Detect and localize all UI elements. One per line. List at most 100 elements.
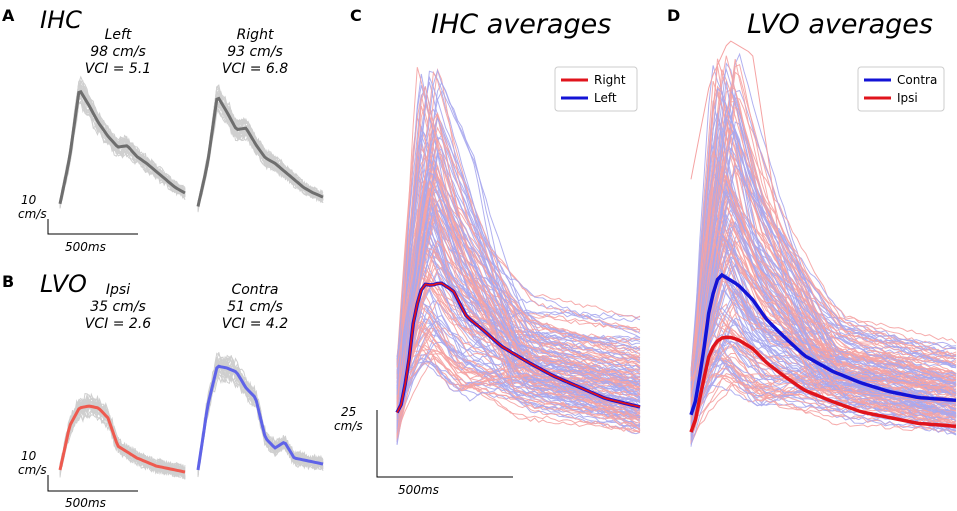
panel-b-label: B bbox=[2, 272, 14, 291]
individual-average-trace bbox=[396, 70, 641, 398]
panel-a-left-speed: 98 cm/s bbox=[90, 44, 146, 60]
individual-average-trace bbox=[396, 360, 641, 410]
panel-c-legend-left-label: Left bbox=[594, 91, 617, 105]
panel-a-right-vci: VCI = 6.8 bbox=[222, 61, 288, 77]
individual-average-trace bbox=[396, 173, 641, 439]
panel-c-scale-y-value: 25 bbox=[341, 405, 356, 419]
panel-b-scale-y-unit: cm/s bbox=[18, 463, 47, 477]
panel-d-individual-traces bbox=[690, 52, 957, 447]
panel-a-right-mean-line bbox=[196, 96, 324, 207]
individual-average-trace bbox=[690, 125, 957, 400]
individual-average-trace bbox=[396, 350, 641, 398]
individual-beat-trace bbox=[59, 97, 186, 205]
panel-b-right-name: Contra bbox=[231, 282, 278, 298]
individual-average-trace bbox=[690, 107, 957, 404]
panel-a-right-speed: 93 cm/s bbox=[227, 44, 283, 60]
individual-average-trace bbox=[396, 177, 641, 444]
panel-b-left-name: Ipsi bbox=[106, 282, 130, 298]
panel-d-legend-box bbox=[857, 66, 945, 112]
individual-average-trace bbox=[690, 165, 957, 417]
panel-c-legend-box bbox=[554, 66, 638, 112]
individual-average-trace bbox=[396, 272, 641, 409]
individual-average-trace bbox=[690, 324, 957, 423]
panel-d: D LVO averages Contra Ipsi bbox=[667, 6, 957, 447]
individual-average-trace bbox=[396, 324, 641, 422]
panel-a-left-vci: VCI = 5.1 bbox=[85, 61, 151, 77]
individual-average-trace bbox=[396, 357, 641, 393]
panel-a: A IHC Left 98 cm/s VCI = 5.1 Right 93 cm… bbox=[2, 6, 324, 254]
panel-a-scale-bar bbox=[47, 219, 138, 235]
individual-average-trace bbox=[690, 373, 957, 445]
panel-a-title: IHC bbox=[40, 6, 82, 34]
panel-a-label: A bbox=[2, 6, 15, 25]
individual-average-trace bbox=[396, 319, 641, 436]
panel-c-legend-right-label: Right bbox=[594, 73, 626, 87]
panel-b-scale-bar bbox=[47, 475, 138, 492]
individual-average-trace bbox=[396, 353, 641, 433]
individual-average-trace bbox=[396, 75, 641, 426]
individual-average-trace bbox=[396, 314, 641, 398]
panel-a-scale-y-value: 10 bbox=[21, 193, 37, 207]
individual-average-trace bbox=[690, 307, 957, 410]
panel-b-ipsi-mean-line bbox=[58, 404, 186, 474]
panel-b-right-speed: 51 cm/s bbox=[227, 299, 283, 315]
panel-d-legend-ipsi-label: Ipsi bbox=[897, 91, 918, 105]
individual-average-trace bbox=[690, 216, 957, 386]
individual-average-trace bbox=[396, 202, 641, 419]
individual-average-trace bbox=[690, 373, 957, 420]
individual-average-trace bbox=[396, 345, 641, 442]
panel-b: B LVO Ipsi 35 cm/s VCI = 2.6 Contra 51 c… bbox=[2, 270, 324, 510]
individual-average-trace bbox=[396, 180, 641, 409]
individual-average-trace bbox=[690, 144, 957, 372]
individual-average-trace bbox=[690, 116, 957, 434]
panel-b-left-vci: VCI = 2.6 bbox=[85, 316, 151, 332]
individual-average-trace bbox=[396, 219, 641, 387]
panel-d-ipsi-average-line bbox=[689, 335, 957, 433]
individual-average-trace bbox=[396, 180, 641, 371]
panel-c-title: IHC averages bbox=[431, 9, 611, 40]
panel-a-left-mean-line bbox=[58, 89, 186, 205]
individual-average-trace bbox=[690, 333, 957, 389]
panel-a-scale-x: 500ms bbox=[65, 240, 106, 254]
individual-average-trace bbox=[690, 271, 957, 427]
individual-average-trace bbox=[690, 274, 957, 405]
individual-average-trace bbox=[690, 269, 957, 436]
panel-c: C IHC averages Right Left 25 cm/s 500ms bbox=[334, 6, 641, 497]
panel-b-title: LVO bbox=[40, 270, 87, 298]
individual-beat-trace bbox=[59, 101, 186, 208]
individual-average-trace bbox=[690, 358, 957, 437]
panel-b-contra-mean-line bbox=[196, 364, 324, 471]
individual-average-trace bbox=[690, 317, 957, 446]
panel-c-scale-y-unit: cm/s bbox=[334, 419, 363, 433]
individual-average-trace bbox=[690, 117, 957, 382]
panel-b-left-beats bbox=[59, 392, 186, 480]
individual-average-trace bbox=[396, 294, 641, 442]
individual-average-trace bbox=[690, 236, 957, 403]
individual-average-trace bbox=[396, 172, 641, 396]
individual-average-trace bbox=[396, 344, 641, 416]
panel-b-left-speed: 35 cm/s bbox=[90, 299, 146, 315]
panel-d-legend-contra-label: Contra bbox=[897, 73, 937, 87]
individual-average-trace bbox=[396, 221, 641, 389]
panel-a-scale-y-unit: cm/s bbox=[18, 207, 47, 221]
panel-c-individual-traces bbox=[396, 67, 641, 445]
individual-average-trace bbox=[690, 218, 957, 395]
individual-average-trace bbox=[396, 125, 641, 433]
individual-average-trace bbox=[690, 55, 957, 398]
individual-beat-trace bbox=[59, 80, 186, 203]
panel-d-title: LVO averages bbox=[747, 9, 933, 40]
panel-c-right-average-line bbox=[396, 282, 641, 414]
individual-beat-trace bbox=[197, 371, 324, 471]
individual-average-trace bbox=[396, 116, 641, 389]
individual-average-trace bbox=[690, 288, 957, 398]
individual-average-trace bbox=[396, 126, 641, 438]
individual-average-trace bbox=[690, 320, 957, 433]
panel-c-scale-bar bbox=[376, 410, 513, 478]
individual-average-trace bbox=[396, 239, 641, 420]
panel-d-label: D bbox=[667, 6, 680, 25]
panel-b-scale-x: 500ms bbox=[65, 496, 106, 510]
panel-d-legend: Contra Ipsi bbox=[857, 66, 945, 112]
panel-c-scale-x: 500ms bbox=[398, 483, 439, 497]
panel-a-left-name: Left bbox=[105, 27, 132, 43]
